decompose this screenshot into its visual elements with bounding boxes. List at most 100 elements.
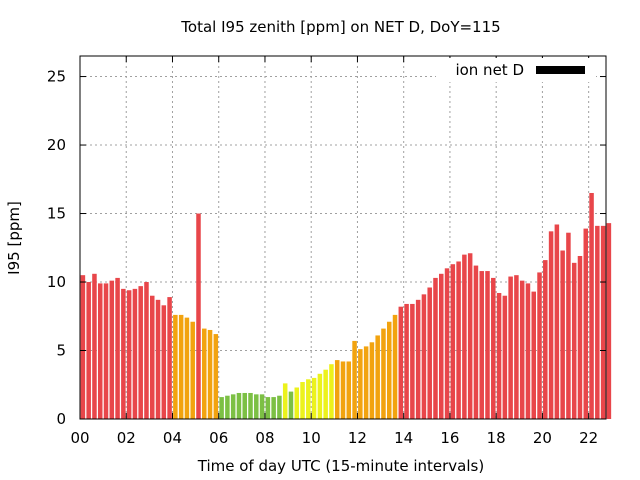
- bar: [467, 253, 473, 419]
- bar: [456, 261, 461, 419]
- bar: [548, 231, 554, 419]
- x-tick-label: 20: [533, 429, 552, 447]
- bar: [300, 382, 305, 419]
- legend-label: ion net D: [455, 61, 524, 79]
- bar: [421, 294, 427, 419]
- bar: [115, 277, 120, 419]
- bar: [427, 287, 432, 419]
- y-tick-label: 0: [56, 410, 66, 428]
- bar: [121, 288, 126, 419]
- bar: [444, 268, 450, 419]
- bar: [282, 383, 288, 419]
- bar: [462, 254, 467, 419]
- bar: [109, 280, 115, 419]
- bar: [358, 349, 363, 419]
- plot-frame: [79, 55, 607, 420]
- x-tick-label: 04: [163, 429, 182, 447]
- y-tick-label: 15: [47, 205, 66, 223]
- bar: [496, 292, 502, 419]
- bar: [600, 225, 606, 419]
- bar: [560, 250, 565, 419]
- bar: [138, 286, 143, 419]
- bar: [537, 272, 542, 419]
- bar: [386, 321, 392, 419]
- bar: [589, 192, 594, 419]
- bar: [311, 377, 317, 419]
- bar: [519, 280, 525, 419]
- bar: [306, 379, 311, 419]
- bar: [404, 303, 409, 419]
- bar: [571, 262, 577, 419]
- bar: [254, 394, 259, 419]
- bar: [230, 394, 236, 419]
- bar: [525, 283, 531, 419]
- bar: [485, 271, 490, 419]
- bar: [92, 273, 97, 419]
- bar: [606, 223, 612, 419]
- bar: [473, 265, 479, 419]
- legend: ion net D: [436, 58, 596, 82]
- bar: [392, 314, 398, 419]
- x-tick-label: 22: [579, 429, 598, 447]
- bar: [144, 282, 149, 419]
- bar: [340, 361, 346, 419]
- bars: [80, 192, 612, 419]
- x-tick-label: 02: [117, 429, 136, 447]
- bar: [196, 213, 201, 419]
- bar: [277, 395, 282, 419]
- bar: [213, 334, 219, 419]
- bar: [294, 387, 300, 419]
- tick-marks: [79, 56, 606, 420]
- bar: [410, 303, 415, 419]
- x-tick-labels: 00 02 04 06 08 10 12 14 16 18 20 22: [70, 429, 598, 447]
- bar: [479, 271, 484, 419]
- bar: [207, 329, 213, 419]
- bar: [491, 277, 496, 419]
- y-tick-label: 25: [47, 68, 66, 86]
- bar: [184, 317, 190, 419]
- bar: [514, 275, 519, 419]
- bar: [167, 297, 172, 419]
- x-tick-label: 14: [394, 429, 413, 447]
- bar: [508, 276, 513, 419]
- bar: [398, 306, 404, 419]
- bar: [236, 392, 242, 419]
- bar: [381, 328, 386, 419]
- bar: [173, 314, 178, 419]
- bar: [288, 391, 294, 419]
- bar: [178, 314, 184, 419]
- bar: [346, 361, 352, 419]
- bar: [566, 232, 571, 419]
- bar: [531, 291, 536, 419]
- bar: [97, 283, 103, 419]
- bar: [595, 225, 600, 419]
- bar: [126, 290, 132, 419]
- bar: [86, 282, 91, 419]
- bar: [415, 299, 421, 419]
- bar: [369, 342, 375, 419]
- bar: [317, 373, 323, 419]
- bar: [80, 275, 86, 419]
- bar: [439, 273, 444, 419]
- bar: [242, 392, 247, 419]
- x-tick-label: 18: [487, 429, 506, 447]
- x-tick-label: 16: [440, 429, 459, 447]
- bar: [248, 392, 253, 419]
- bar: [219, 397, 224, 419]
- x-tick-label: 10: [302, 429, 321, 447]
- bar: [352, 340, 357, 419]
- bar: [329, 364, 334, 419]
- bar: [450, 264, 456, 419]
- x-axis-label: Time of day UTC (15-minute intervals): [197, 457, 484, 475]
- x-tick-label: 08: [255, 429, 274, 447]
- y-tick-label: 10: [47, 273, 66, 291]
- bar: [155, 299, 161, 419]
- bar: [577, 255, 583, 419]
- y-tick-labels: 0 5 10 15 20 25: [47, 68, 66, 428]
- bar: [583, 228, 589, 419]
- bar: [225, 395, 230, 419]
- x-tick-label: 06: [209, 429, 228, 447]
- bar: [161, 305, 167, 419]
- legend-swatch: [536, 66, 585, 74]
- bar: [259, 394, 265, 419]
